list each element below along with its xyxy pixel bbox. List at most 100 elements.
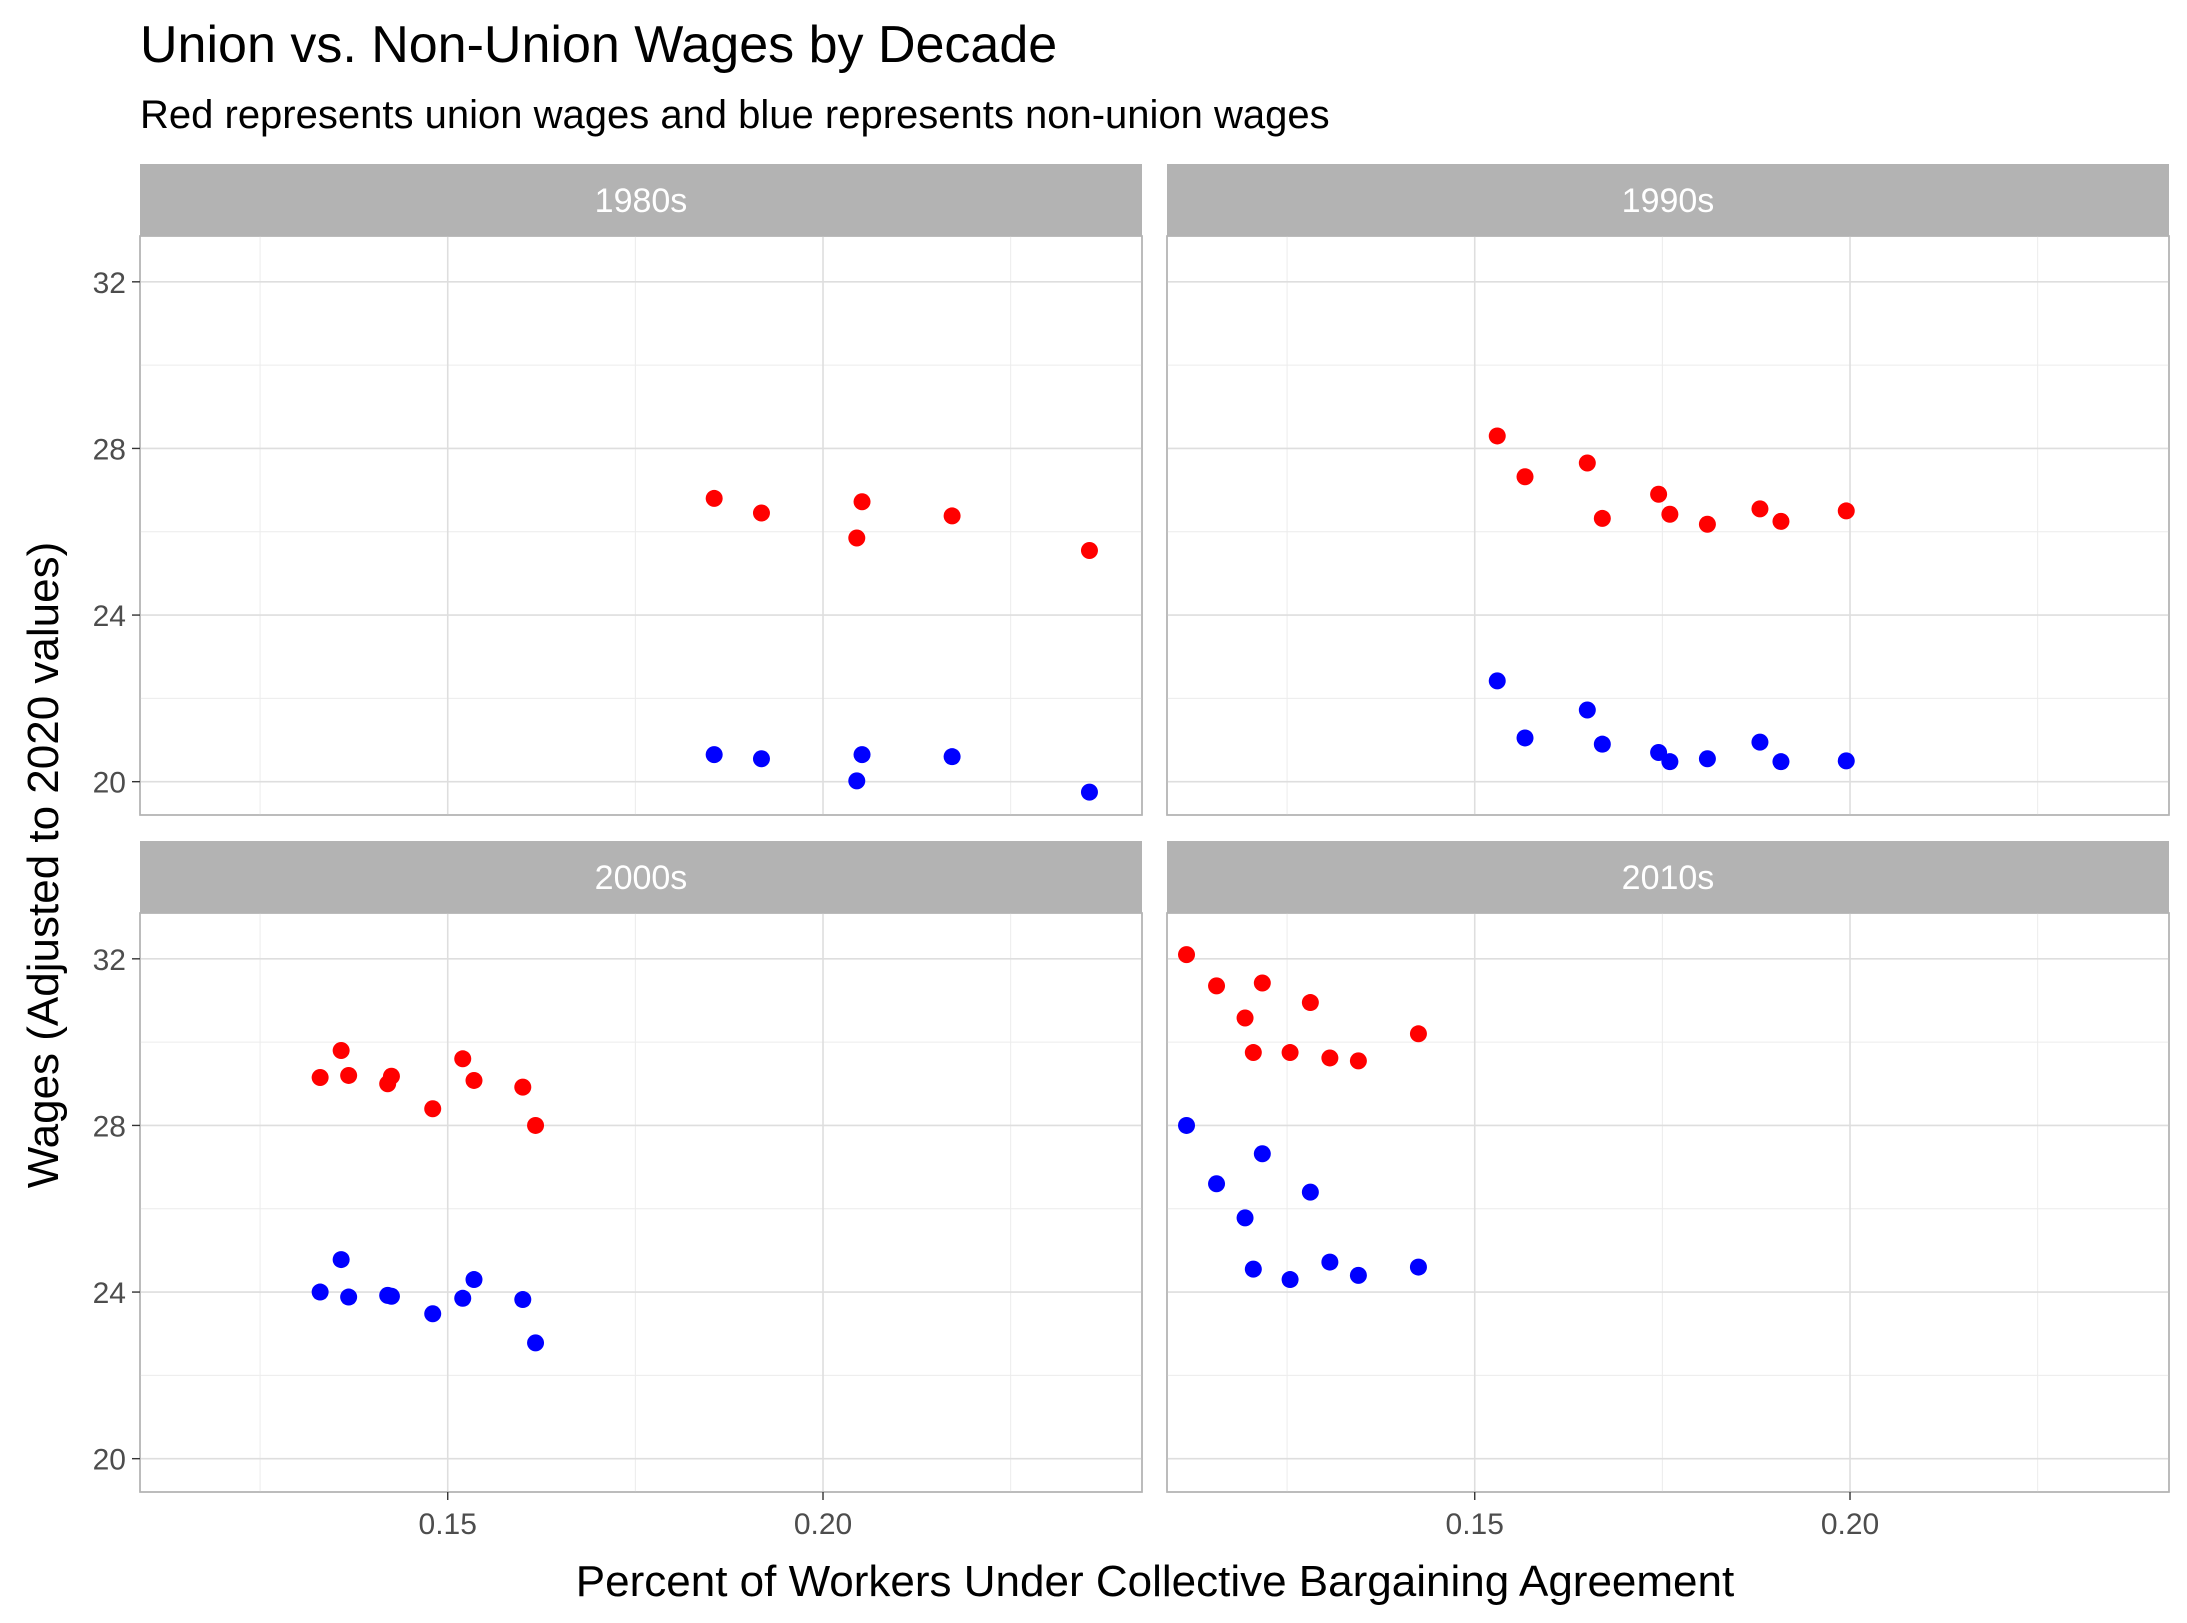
union-wage-point	[1236, 1009, 1254, 1027]
facet-strip	[140, 841, 1142, 913]
nonunion-wage-point	[1321, 1253, 1339, 1271]
y-tick-label: 24	[93, 1277, 126, 1310]
union-wage-point	[1578, 454, 1596, 472]
nonunion-wage-point	[1593, 735, 1611, 753]
y-tick-label: 24	[93, 600, 126, 633]
union-wage-point	[454, 1050, 472, 1068]
facet-panel-1990s: 1990s	[1166, 164, 2170, 816]
x-tick-label: 0.15	[419, 1508, 477, 1541]
y-tick-label: 28	[93, 433, 126, 466]
nonunion-wage-point	[1208, 1175, 1226, 1193]
nonunion-wage-point	[1253, 1145, 1271, 1163]
union-wage-point	[514, 1078, 532, 1096]
nonunion-wage-point	[1080, 783, 1098, 801]
nonunion-wage-point	[752, 750, 770, 768]
facet-strip-label: 1980s	[595, 182, 688, 220]
nonunion-wage-point	[1409, 1258, 1427, 1276]
x-tick-label: 0.20	[1821, 1508, 1879, 1541]
union-wage-point	[1488, 427, 1506, 445]
union-wage-point	[1301, 994, 1319, 1012]
union-wage-point	[853, 493, 871, 511]
facet-strip	[1167, 164, 2169, 236]
facet-strip-label: 2000s	[595, 859, 688, 897]
x-axis-ticks: 0.15 0.20 0.15 0.20	[419, 1492, 1879, 1541]
union-wage-point	[1409, 1025, 1427, 1043]
facet-strip-label: 2010s	[1622, 859, 1715, 897]
chart-title: Union vs. Non-Union Wages by Decade	[140, 16, 1057, 74]
nonunion-wage-point	[943, 748, 961, 766]
y-axis-ticks: 20 24 28 32 20 24 28 32	[93, 267, 140, 1477]
nonunion-wage-point	[1661, 753, 1679, 771]
chart-subtitle: Red represents union wages and blue repr…	[140, 93, 1330, 137]
x-axis-title: Percent of Workers Under Collective Barg…	[576, 1557, 1734, 1606]
union-wage-point	[1516, 468, 1534, 486]
panel-background	[139, 235, 1143, 816]
panel-background	[1166, 912, 2170, 1493]
union-wage-point	[1349, 1052, 1367, 1070]
union-wage-point	[1253, 974, 1271, 992]
panel-background	[1166, 235, 2170, 816]
nonunion-wage-point	[848, 772, 866, 790]
union-wage-point	[1178, 946, 1196, 964]
union-wage-point	[1837, 502, 1855, 520]
union-wage-point	[1244, 1044, 1262, 1062]
union-wage-point	[340, 1066, 358, 1084]
union-wage-point	[465, 1071, 483, 1089]
y-tick-label: 32	[93, 944, 126, 977]
nonunion-wage-point	[465, 1271, 483, 1289]
y-axis-title: Wages (Adjusted to 2020 values)	[19, 542, 68, 1189]
nonunion-wage-point	[1488, 672, 1506, 690]
y-tick-label: 28	[93, 1110, 126, 1143]
facet-panel-2010s: 2010s	[1166, 841, 2170, 1493]
nonunion-wage-point	[1772, 753, 1790, 771]
facet-panels: 1980s 1990s 2000s 2010s	[139, 164, 2170, 1493]
union-wage-point	[848, 529, 866, 547]
nonunion-wage-point	[1244, 1260, 1262, 1278]
union-wage-point	[705, 489, 723, 507]
union-wage-point	[527, 1116, 545, 1134]
x-tick-label: 0.20	[794, 1508, 852, 1541]
nonunion-wage-point	[424, 1305, 442, 1323]
nonunion-wage-point	[1698, 750, 1716, 768]
y-tick-label: 20	[93, 1444, 126, 1477]
union-wage-point	[424, 1100, 442, 1118]
y-tick-label: 32	[93, 267, 126, 300]
nonunion-wage-point	[1650, 744, 1668, 762]
nonunion-wage-point	[705, 746, 723, 764]
facet-strip-label: 1990s	[1622, 182, 1715, 220]
nonunion-wage-point	[332, 1251, 350, 1269]
union-wage-point	[752, 504, 770, 522]
union-wage-point	[1208, 977, 1226, 995]
union-wage-point	[332, 1041, 350, 1059]
nonunion-wage-point	[1349, 1266, 1367, 1284]
nonunion-wage-point	[1837, 752, 1855, 770]
x-tick-label: 0.15	[1446, 1508, 1504, 1541]
union-wage-point	[311, 1069, 329, 1087]
nonunion-wage-point	[1281, 1271, 1299, 1289]
union-wage-point	[1080, 541, 1098, 559]
nonunion-wage-point	[382, 1287, 400, 1305]
union-wage-point	[1321, 1049, 1339, 1067]
panel-background	[139, 912, 1143, 1493]
union-wage-point	[1650, 485, 1668, 503]
union-wage-point	[382, 1067, 400, 1085]
facet-strip	[1167, 841, 2169, 913]
nonunion-wage-point	[1301, 1183, 1319, 1201]
nonunion-wage-point	[1578, 701, 1596, 719]
nonunion-wage-point	[853, 746, 871, 764]
nonunion-wage-point	[1751, 733, 1769, 751]
facet-panel-1980s: 1980s	[139, 164, 1143, 816]
union-wage-point	[1698, 515, 1716, 533]
union-wage-point	[1661, 505, 1679, 523]
nonunion-wage-point	[311, 1283, 329, 1301]
facet-strip	[140, 164, 1142, 236]
nonunion-wage-point	[514, 1291, 532, 1309]
y-tick-label: 20	[93, 767, 126, 800]
union-wage-point	[1281, 1044, 1299, 1062]
nonunion-wage-point	[1178, 1116, 1196, 1134]
nonunion-wage-point	[340, 1288, 358, 1306]
union-wage-point	[943, 507, 961, 525]
nonunion-wage-point	[527, 1334, 545, 1352]
nonunion-wage-point	[1236, 1209, 1254, 1227]
